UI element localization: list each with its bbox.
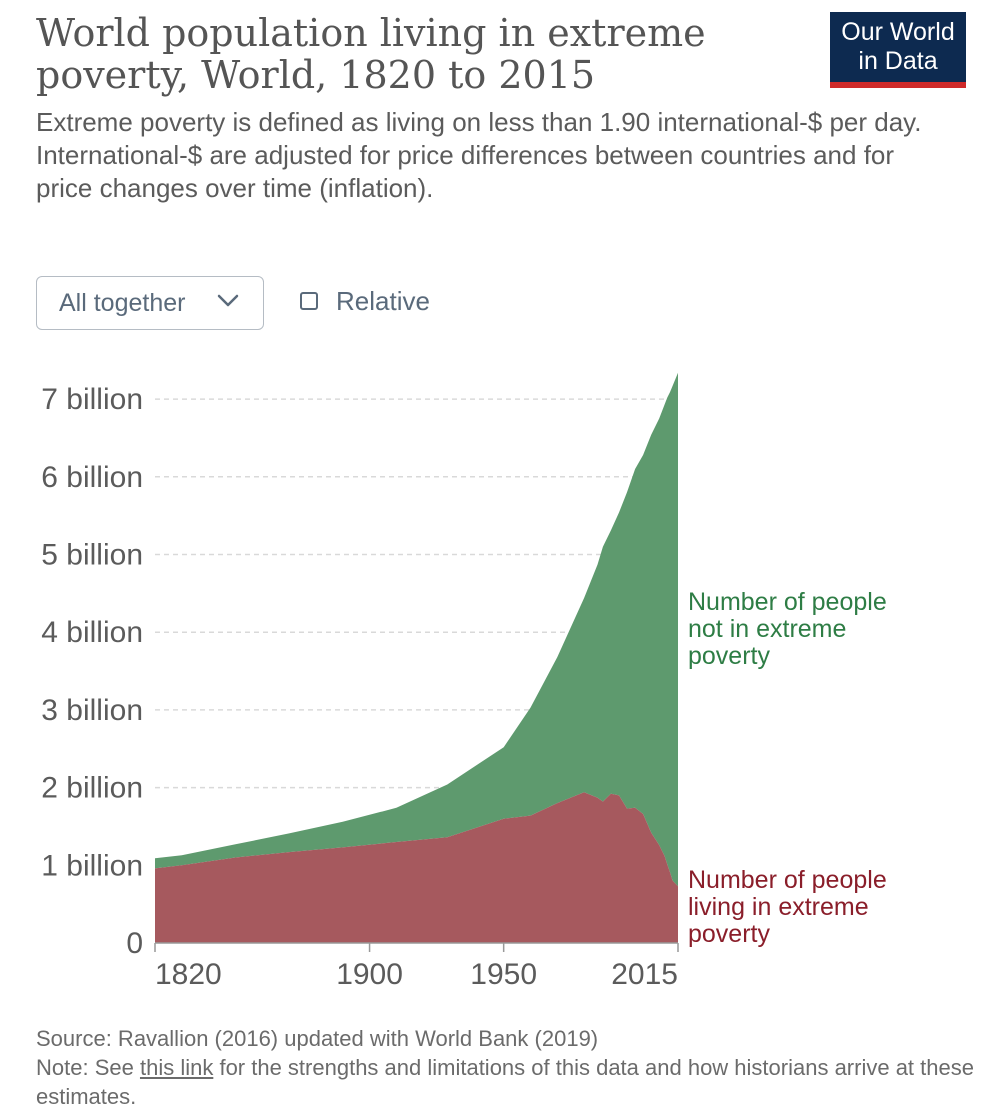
relative-checkbox[interactable] [300,292,318,310]
stacked-area-chart: 0 1 billion 2 billion 3 billion 4 billion 5 b… [41,372,887,991]
y-tick-label: 0 [126,927,143,960]
chart-title: World population living in extreme pover… [36,11,706,97]
strengths-limitations-link[interactable]: this link [139,1055,214,1080]
area-not-in-extreme-poverty [155,372,678,887]
series-label-not-in-extreme-poverty: Number of people [688,588,887,616]
note-prefix: Note: See [36,1055,134,1080]
relative-label: Relative [336,286,430,316]
y-tick-label: 1 billion [41,849,143,882]
y-tick-label: 7 billion [41,383,143,416]
note-text: Note: See this link for the strengths an… [36,1053,976,1111]
chart-subtitle: Extreme poverty is defined as living on … [36,106,956,205]
x-tick-label: 1900 [336,958,403,991]
x-tick-label: 1950 [470,958,537,991]
series-label-not-in-extreme-poverty: poverty [688,642,770,670]
x-tick-label: 1820 [155,958,222,991]
y-tick-label: 4 billion [41,616,143,649]
subtitle-definition: Extreme poverty is defined as living on … [36,107,922,137]
x-tick-label: 2015 [611,958,678,991]
series-label-not-in-extreme-poverty: not in extreme [688,615,846,643]
axes: 0 1 billion 2 billion 3 billion 4 billion 5 b… [41,383,679,991]
y-tick-label: 5 billion [41,538,143,571]
logo-line-1: Our World [841,18,955,46]
our-world-in-data-logo[interactable]: Our World in Data [830,12,966,88]
y-tick-label: 2 billion [41,772,143,805]
chart-footer: Source: Ravallion (2016) updated with Wo… [36,1024,976,1111]
series-label-living-in-extreme-poverty: poverty [688,920,770,948]
series-label-living-in-extreme-poverty: Number of people [688,866,887,894]
source-text: Source: Ravallion (2016) updated with Wo… [36,1026,599,1051]
dropdown-selected-value: All together [59,289,186,317]
subtitle-international-dollars: International-$ are adjusted for price d… [36,140,895,203]
area-living-in-extreme-poverty [155,792,678,943]
chevron-down-icon [217,294,239,307]
y-tick-label: 6 billion [41,461,143,494]
series-label-living-in-extreme-poverty: living in extreme [688,893,869,921]
data-areas [155,372,678,943]
stacking-mode-dropdown[interactable]: All together [36,276,264,330]
note-suffix: for the strengths and limitations of thi… [36,1055,974,1109]
logo-line-2: in Data [858,47,938,75]
y-tick-label: 3 billion [41,694,143,727]
